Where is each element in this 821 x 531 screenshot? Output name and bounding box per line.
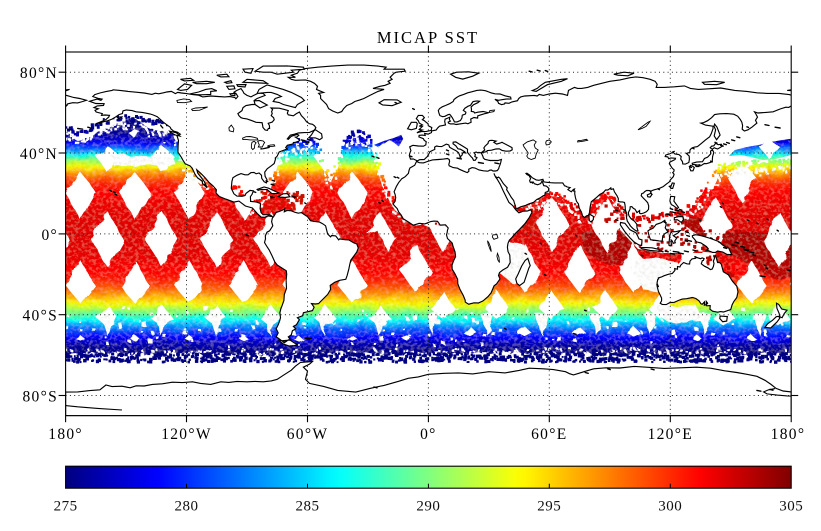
svg-text:120°E: 120°E [648, 426, 693, 443]
svg-text:0°: 0° [41, 227, 58, 244]
svg-text:180°: 180° [48, 426, 83, 443]
svg-text:295: 295 [537, 499, 561, 515]
svg-text:290: 290 [416, 499, 440, 515]
svg-text:275: 275 [54, 499, 78, 515]
svg-text:180°: 180° [771, 426, 806, 443]
svg-text:40°N: 40°N [20, 146, 58, 163]
svg-text:80°N: 80°N [20, 65, 58, 82]
svg-text:60°E: 60°E [531, 426, 567, 443]
svg-text:MICAP SST: MICAP SST [377, 28, 479, 47]
svg-text:120°W: 120°W [161, 426, 212, 443]
svg-text:305: 305 [779, 499, 803, 515]
svg-text:80°S: 80°S [22, 388, 58, 405]
svg-text:40°S: 40°S [22, 308, 58, 325]
svg-text:60°W: 60°W [287, 426, 329, 443]
svg-text:285: 285 [296, 499, 320, 515]
svg-text:280: 280 [175, 499, 199, 515]
svg-text:300: 300 [658, 499, 682, 515]
svg-text:0°: 0° [420, 426, 437, 443]
